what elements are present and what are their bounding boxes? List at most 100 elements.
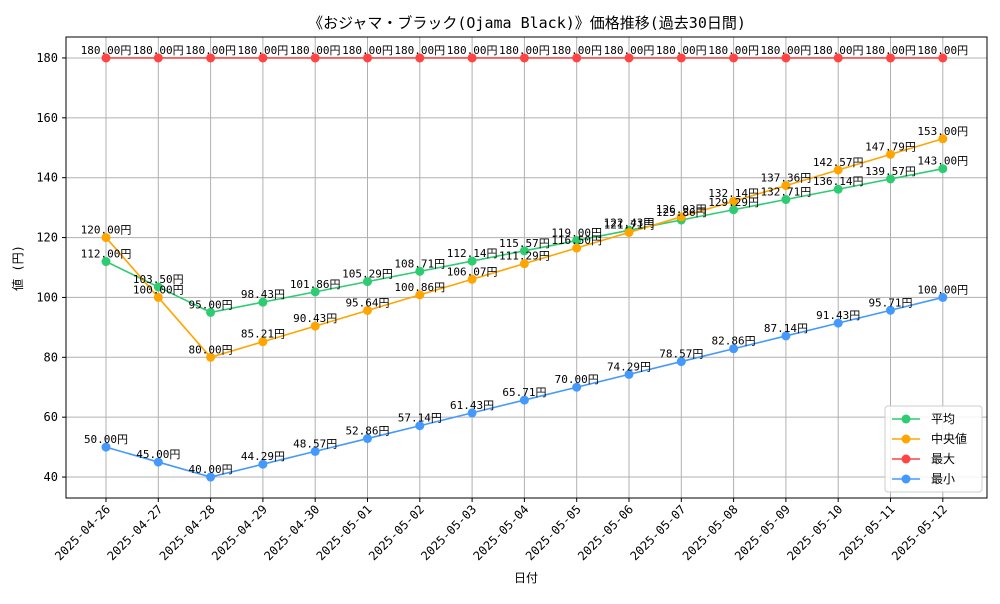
- data-point: [467, 256, 477, 266]
- data-label: 180.00円: [394, 44, 445, 57]
- data-label: 111.29円: [499, 250, 550, 263]
- data-point: [519, 246, 529, 256]
- data-point: [363, 434, 372, 444]
- data-point: [676, 357, 686, 367]
- legend-label: 中央値: [931, 431, 967, 446]
- data-point: [101, 53, 111, 63]
- data-label: 52.86円: [345, 425, 389, 438]
- data-point: [310, 53, 320, 63]
- data-label: 105.29円: [342, 268, 393, 281]
- data-point: [363, 305, 372, 315]
- data-point: [886, 53, 895, 63]
- data-point: [833, 184, 843, 194]
- data-label: 180.00円: [447, 44, 498, 57]
- data-label: 180.00円: [551, 44, 602, 57]
- data-point: [781, 195, 791, 205]
- data-label: 180.00円: [761, 44, 812, 57]
- data-point: [153, 53, 163, 63]
- data-point: [101, 442, 111, 452]
- data-point: [153, 457, 163, 467]
- data-label: 180.00円: [499, 44, 550, 57]
- legend-label: 最大: [931, 452, 955, 466]
- legend-label: 平均: [931, 412, 955, 426]
- data-label: 119.00円: [551, 227, 602, 240]
- data-point: [729, 205, 739, 215]
- data-point: [467, 408, 477, 418]
- data-point: [781, 181, 791, 191]
- data-label: 125.86円: [656, 206, 707, 219]
- legend-marker: [901, 454, 911, 464]
- data-point: [258, 337, 268, 347]
- data-label: 106.07円: [447, 265, 498, 278]
- data-label: 132.14円: [708, 187, 759, 200]
- data-point: [572, 243, 582, 253]
- data-point: [519, 395, 529, 405]
- data-point: [938, 53, 948, 63]
- data-point: [206, 472, 216, 482]
- data-label: 101.86円: [290, 278, 341, 291]
- legend-marker: [901, 434, 911, 444]
- y-tick-label: 60: [44, 410, 58, 424]
- data-label: 95.00円: [189, 298, 233, 311]
- data-label: 65.71円: [502, 386, 546, 399]
- x-axis-ticks: 2025-04-262025-04-272025-04-282025-04-29…: [52, 498, 950, 563]
- data-point: [624, 369, 634, 379]
- data-point: [833, 53, 843, 63]
- data-point: [415, 266, 425, 276]
- data-label: 180.00円: [917, 44, 968, 57]
- data-label: 50.00円: [84, 433, 128, 446]
- y-tick-label: 80: [44, 350, 58, 364]
- data-point: [415, 290, 425, 300]
- data-label: 147.79円: [865, 140, 916, 153]
- data-point: [729, 53, 739, 63]
- data-point: [729, 344, 739, 354]
- y-tick-label: 100: [36, 290, 58, 304]
- data-point: [467, 274, 477, 284]
- data-point: [886, 149, 895, 159]
- data-point: [258, 53, 268, 63]
- data-label: 180.00円: [865, 44, 916, 57]
- legend-marker: [901, 414, 911, 424]
- data-label: 180.00円: [185, 44, 236, 57]
- data-point: [833, 318, 843, 328]
- x-axis-label: 日付: [514, 571, 538, 585]
- data-label: 87.14円: [764, 322, 808, 335]
- data-label: 126.93円: [656, 203, 707, 216]
- data-point: [624, 53, 634, 63]
- data-point: [781, 53, 791, 63]
- data-label: 80.00円: [189, 343, 233, 356]
- data-label: 120.00円: [81, 224, 132, 237]
- data-label: 95.64円: [345, 296, 389, 309]
- data-point: [310, 446, 320, 456]
- data-point: [572, 53, 582, 63]
- data-point: [101, 257, 111, 267]
- legend-box: [884, 405, 983, 493]
- data-label: 180.00円: [813, 44, 864, 57]
- data-point: [206, 53, 216, 63]
- data-point: [729, 196, 739, 206]
- data-label: 45.00円: [136, 448, 180, 461]
- data-label: 108.71円: [394, 257, 445, 270]
- data-point: [363, 53, 372, 63]
- data-label: 103.50円: [133, 273, 184, 286]
- data-label: 136.14円: [813, 175, 864, 188]
- y-tick-label: 120: [36, 231, 58, 245]
- data-label: 180.00円: [133, 44, 184, 57]
- data-label: 129.29円: [708, 196, 759, 209]
- data-label: 40.00円: [189, 463, 233, 476]
- data-label: 180.00円: [342, 44, 393, 57]
- data-point: [886, 174, 895, 184]
- data-label: 180.00円: [81, 44, 132, 57]
- data-point: [624, 227, 634, 237]
- data-point: [833, 165, 843, 175]
- data-label: 98.43円: [241, 288, 285, 301]
- y-tick-label: 180: [36, 51, 58, 65]
- data-label: 100.86円: [394, 281, 445, 294]
- data-label: 180.00円: [604, 44, 655, 57]
- data-label: 116.50円: [551, 234, 602, 247]
- data-point: [676, 212, 686, 222]
- data-point: [467, 53, 477, 63]
